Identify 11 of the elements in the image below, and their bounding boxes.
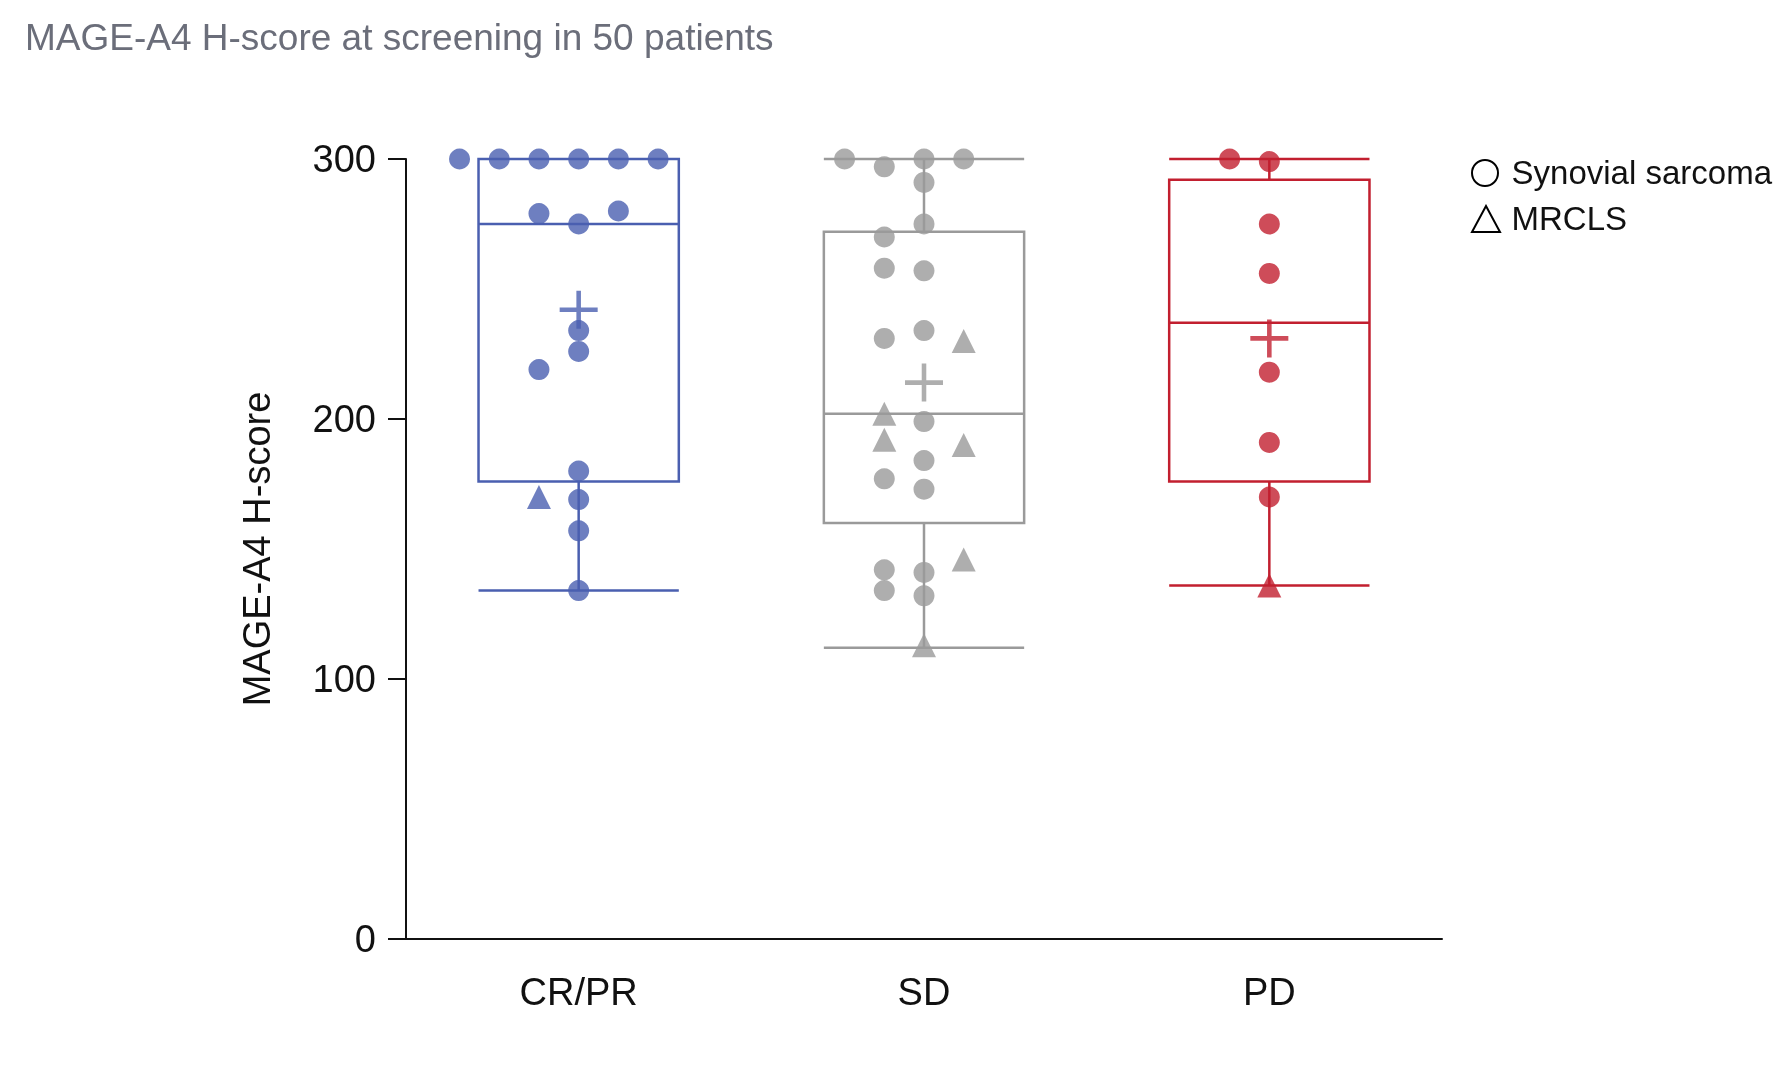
y-tick-label: 200 bbox=[312, 398, 376, 440]
y-axis-title: MAGE-A4 H-score bbox=[236, 391, 278, 707]
x-tick-label: SD bbox=[897, 971, 951, 1013]
text: Synovial sarcoma bbox=[1511, 154, 1772, 192]
y-tick-label: 300 bbox=[312, 138, 376, 180]
x-tick-label: PD bbox=[1242, 971, 1296, 1013]
chart-title: MAGE-A4 H-score at screening in 50 patients bbox=[25, 17, 774, 58]
text: MRCLS bbox=[1511, 200, 1628, 238]
y-tick-label: 100 bbox=[312, 658, 376, 700]
y-tick-label: 0 bbox=[354, 918, 376, 960]
x-tick-label: CR/PR bbox=[519, 971, 638, 1013]
